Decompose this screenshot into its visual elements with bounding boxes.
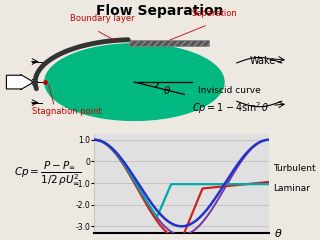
Text: Separation: Separation — [192, 9, 238, 18]
Polygon shape — [129, 40, 209, 46]
Text: $Cp = 1 - 4\sin^2\theta$: $Cp = 1 - 4\sin^2\theta$ — [192, 100, 269, 116]
Circle shape — [45, 44, 224, 120]
Text: Stagnation point: Stagnation point — [32, 107, 102, 115]
FancyArrow shape — [6, 75, 34, 90]
Text: $\theta$: $\theta$ — [274, 227, 283, 239]
Text: $Cp = \dfrac{P - P_{\infty}}{1/2\,\rho U_{\infty}^2}$: $Cp = \dfrac{P - P_{\infty}}{1/2\,\rho U… — [14, 159, 81, 187]
Text: Wake: Wake — [250, 56, 276, 66]
Text: Turbulent: Turbulent — [273, 164, 316, 173]
Text: Flow Separation: Flow Separation — [96, 4, 224, 18]
Text: Laminar: Laminar — [273, 184, 310, 193]
Text: Inviscid curve: Inviscid curve — [198, 86, 261, 95]
Text: $\theta$: $\theta$ — [163, 84, 171, 96]
Text: Boundary layer: Boundary layer — [70, 13, 135, 23]
